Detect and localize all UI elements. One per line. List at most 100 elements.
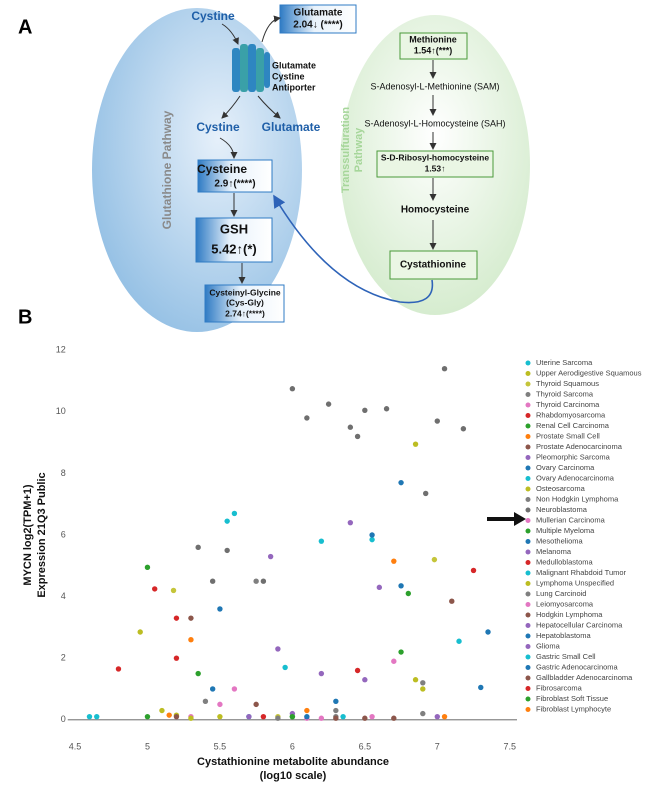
legend-marker bbox=[525, 360, 531, 366]
point bbox=[318, 715, 325, 721]
legend-marker bbox=[525, 581, 531, 586]
legend-marker bbox=[525, 444, 531, 450]
antiporter-label: Antiporter bbox=[272, 82, 316, 92]
point bbox=[420, 710, 426, 717]
point bbox=[282, 664, 288, 671]
metabolite-label: Cystathionine bbox=[400, 260, 467, 271]
point bbox=[391, 715, 397, 721]
metabolite-box bbox=[197, 159, 273, 193]
legend-label: Lymphoma Unspecified bbox=[536, 578, 614, 587]
point bbox=[144, 564, 151, 571]
legend-label: Thyroid Squamous bbox=[536, 379, 599, 388]
legend-label: Multiple Myeloma bbox=[536, 526, 595, 535]
point bbox=[369, 536, 375, 543]
point bbox=[152, 586, 158, 592]
metabolite-label: S-D-Ribosyl-homocysteine bbox=[381, 152, 489, 162]
legend-marker bbox=[525, 539, 531, 544]
point bbox=[144, 713, 151, 720]
point bbox=[260, 713, 267, 720]
point bbox=[434, 418, 440, 424]
point bbox=[485, 629, 491, 635]
pathway-label: Transsulfuration bbox=[340, 107, 352, 193]
point bbox=[391, 658, 397, 664]
legend-marker bbox=[525, 633, 531, 639]
point bbox=[304, 707, 310, 714]
legend-marker bbox=[525, 486, 531, 492]
point bbox=[405, 590, 412, 597]
point bbox=[449, 598, 455, 604]
point bbox=[431, 556, 438, 563]
point bbox=[173, 615, 180, 621]
legend-label: Leiomyosarcoma bbox=[536, 599, 594, 608]
point bbox=[253, 701, 259, 708]
x-tick-label: 5 bbox=[145, 741, 150, 751]
point bbox=[362, 407, 368, 413]
metabolite-label: Cysteine bbox=[197, 162, 247, 176]
legend-marker bbox=[525, 707, 531, 712]
metabolite-label: S-Adenosyl-L-Homocysteine (SAH) bbox=[364, 118, 505, 128]
arrow bbox=[261, 15, 281, 43]
legend-label: Gastric Small Cell bbox=[536, 652, 596, 661]
metabolite-label: Glutamate bbox=[262, 120, 321, 134]
legend-marker bbox=[525, 455, 531, 460]
point bbox=[275, 646, 281, 652]
legend-marker bbox=[525, 518, 531, 523]
point bbox=[340, 713, 346, 720]
legend-marker bbox=[525, 623, 531, 628]
legend-label: Hodgkin Lymphoma bbox=[536, 610, 603, 619]
point bbox=[217, 701, 223, 708]
point bbox=[420, 686, 426, 692]
legend-label: Fibroblast Soft Tissue bbox=[536, 694, 608, 703]
legend-marker bbox=[525, 423, 531, 429]
metabolite-label: Methionine bbox=[409, 34, 457, 44]
legend-label: Lung Carcinoid bbox=[536, 589, 586, 598]
legend-label: Prostate Adenocarcinoma bbox=[536, 442, 623, 451]
point bbox=[412, 677, 419, 683]
legend-marker bbox=[525, 560, 531, 565]
point bbox=[170, 587, 177, 594]
point bbox=[369, 713, 375, 720]
y-axis-label: Expression 21Q3 Public bbox=[36, 472, 48, 597]
legend-marker bbox=[525, 549, 531, 555]
y-tick-label: 0 bbox=[61, 714, 66, 724]
legend-label: Prostate Small Cell bbox=[536, 431, 600, 440]
metabolite-label: Cysteinyl-Glycine bbox=[209, 287, 281, 297]
legend-label: Pleomorphic Sarcoma bbox=[536, 452, 611, 461]
point bbox=[362, 715, 368, 721]
legend-marker bbox=[525, 528, 531, 534]
arrow bbox=[257, 95, 281, 119]
point bbox=[434, 713, 440, 720]
x-tick-label: 6.5 bbox=[359, 741, 372, 751]
metabolite-label: S-Adenosyl-L-Methionine (SAM) bbox=[370, 81, 499, 91]
point bbox=[195, 670, 201, 677]
point bbox=[325, 401, 332, 407]
point bbox=[412, 441, 419, 447]
legend-marker bbox=[525, 602, 531, 607]
point bbox=[231, 510, 238, 517]
arrow bbox=[221, 23, 239, 45]
metabolite-box bbox=[376, 150, 494, 178]
y-tick-label: 10 bbox=[56, 406, 66, 416]
metabolite-label: Cystine bbox=[196, 120, 240, 134]
point bbox=[115, 666, 122, 672]
point bbox=[289, 713, 296, 720]
antiporter-label: Glutamate bbox=[272, 60, 316, 70]
y-tick-label: 4 bbox=[61, 591, 66, 601]
legend-marker bbox=[525, 686, 531, 691]
legend-marker bbox=[525, 465, 531, 471]
legend-label: Thyroid Sarcoma bbox=[536, 389, 594, 398]
point bbox=[456, 638, 462, 644]
metabolite-label: GSH bbox=[220, 221, 248, 236]
metabolite-label: (Cys-Gly) bbox=[226, 297, 264, 307]
point bbox=[441, 366, 448, 372]
point bbox=[304, 415, 310, 421]
point bbox=[423, 490, 429, 497]
point bbox=[86, 713, 93, 720]
legend-marker bbox=[525, 665, 531, 670]
legend-marker bbox=[525, 696, 531, 702]
legend-marker bbox=[525, 612, 531, 618]
point bbox=[304, 713, 310, 720]
legend-marker bbox=[525, 497, 531, 502]
point bbox=[369, 532, 375, 538]
